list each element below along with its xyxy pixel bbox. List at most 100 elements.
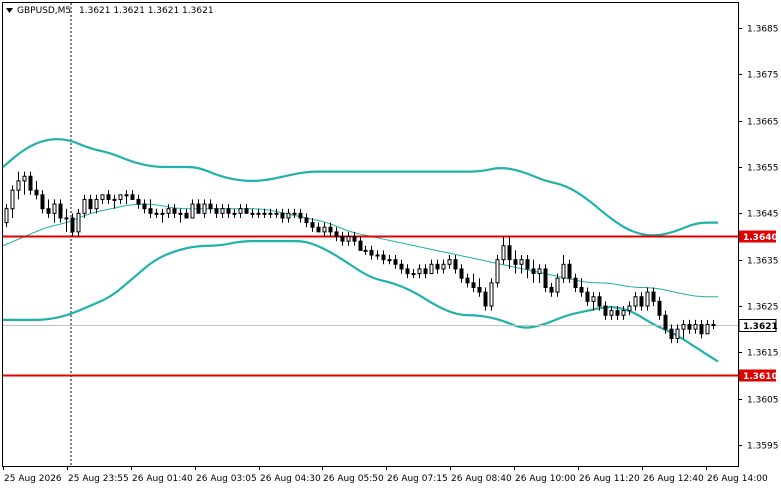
candle-body <box>154 212 159 215</box>
candle-body <box>166 208 171 214</box>
candle-body <box>459 268 464 279</box>
candle-body <box>375 254 380 257</box>
candle-body <box>627 305 632 312</box>
support-level-label: 1.3610 <box>743 372 778 382</box>
candle-body <box>244 208 249 214</box>
candle-body <box>280 212 285 219</box>
support-level-tag <box>739 369 776 382</box>
candlesticks <box>4 171 716 344</box>
candle-body <box>369 249 374 256</box>
candle-body <box>52 203 57 214</box>
candle-body <box>124 194 129 197</box>
candle-body <box>465 277 470 284</box>
candle-body <box>399 263 404 270</box>
candle-body <box>328 226 333 233</box>
candle-body <box>549 286 554 293</box>
y-tick-label: 1.3625 <box>747 303 779 313</box>
plot-frame <box>2 2 739 467</box>
candle-body <box>118 194 123 200</box>
candle-body <box>573 277 578 288</box>
candle-body <box>405 268 410 275</box>
candle-body <box>699 324 704 335</box>
y-tick-label: 1.3655 <box>747 164 779 174</box>
candle-body <box>639 296 644 307</box>
candle-body <box>363 249 368 252</box>
candle-body <box>693 324 698 330</box>
candle-body <box>447 259 452 265</box>
candle-body <box>681 324 686 330</box>
candle-body <box>597 296 602 307</box>
candle-body <box>471 282 476 288</box>
candle-body <box>477 286 482 293</box>
candle-body <box>28 175 33 191</box>
candle-body <box>393 259 398 265</box>
candle-body <box>489 282 494 307</box>
candle-body <box>100 194 105 200</box>
candle-body <box>34 189 39 196</box>
candle-body <box>621 310 626 316</box>
candle-body <box>507 245 512 261</box>
chart-header: GBPUSD,M5 1.3621 1.3621 1.3621 1.3621 <box>6 6 214 16</box>
candle-body <box>633 296 638 307</box>
candle-body <box>525 259 530 270</box>
candle-body <box>46 208 51 214</box>
candle-body <box>76 212 81 233</box>
candle-body <box>10 189 15 210</box>
candle-body <box>579 286 584 293</box>
candle-body <box>160 212 165 215</box>
y-tick-label: 1.3605 <box>747 396 779 406</box>
candle-body <box>214 208 219 214</box>
candle-body <box>202 203 207 214</box>
candle-body <box>274 212 279 215</box>
x-tick-label: 25 Aug 23:55 <box>68 474 129 484</box>
candle-body <box>172 208 177 214</box>
candle-body <box>304 217 309 224</box>
candle-body <box>142 203 147 210</box>
candle-body <box>381 254 386 261</box>
upper-band-line <box>2 138 718 237</box>
candle-body <box>130 194 135 200</box>
collapse-triangle-icon[interactable] <box>6 8 13 13</box>
candle-body <box>262 212 267 215</box>
candle-body <box>513 259 518 265</box>
candle-body <box>322 226 327 233</box>
candle-body <box>58 203 63 219</box>
x-tick-label: 26 Aug 10:00 <box>515 474 576 484</box>
candle-body <box>453 259 458 270</box>
y-tick-label: 1.3685 <box>747 25 779 35</box>
candle-body <box>669 328 674 339</box>
symbol-timeframe: GBPUSD,M5 <box>17 6 71 16</box>
candle-body <box>435 263 440 270</box>
candle-body <box>411 273 416 276</box>
candle-body <box>352 236 357 242</box>
horizontal-levels[interactable]: 1.3621 1.3640 1.3610 <box>3 230 778 383</box>
candle-body <box>651 291 656 302</box>
candle-body <box>88 198 93 210</box>
candle-body <box>310 222 315 228</box>
candle-body <box>645 291 650 307</box>
candle-body <box>687 324 692 330</box>
candle-body <box>609 310 614 316</box>
candle-body <box>148 208 153 214</box>
y-tick-label: 1.3615 <box>747 349 779 359</box>
resistance-level-tag <box>739 230 776 243</box>
middle-band-line <box>2 203 718 298</box>
candle-body <box>340 236 345 242</box>
candle-body <box>184 212 189 219</box>
candle-body <box>178 212 183 215</box>
candle-body <box>501 245 506 261</box>
candle-body <box>16 180 21 191</box>
candle-body <box>495 259 500 284</box>
candle-body <box>64 217 69 220</box>
candle-body <box>112 198 117 201</box>
time-axis: 25 Aug 2026 25 Aug 23:55 26 Aug 01:40 26 Au… <box>3 466 768 484</box>
candle-body <box>441 263 446 270</box>
candle-body <box>256 212 261 215</box>
candle-body <box>106 194 111 200</box>
candle-body <box>567 263 572 279</box>
x-tick-label: 26 Aug 04:30 <box>260 474 321 484</box>
candle-body <box>232 212 237 215</box>
x-tick-label: 26 Aug 11:20 <box>579 474 640 484</box>
candle-body <box>82 198 87 214</box>
